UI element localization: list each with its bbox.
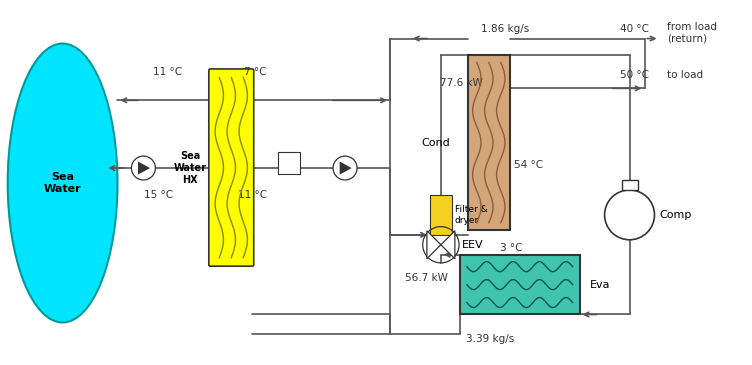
Text: 1.86 kg/s: 1.86 kg/s (481, 24, 529, 34)
Ellipse shape (8, 43, 117, 322)
Bar (468, 55, 510, 230)
Text: Sea
Water
HX: Sea Water HX (174, 151, 207, 185)
Circle shape (132, 156, 156, 180)
Polygon shape (138, 161, 150, 174)
Polygon shape (340, 161, 352, 174)
Bar (430, 195, 452, 235)
Text: Filter &
dryer: Filter & dryer (455, 205, 487, 224)
Bar (459, 255, 580, 315)
Text: 50 °C: 50 °C (620, 70, 648, 80)
Polygon shape (441, 231, 455, 259)
Text: 40 °C: 40 °C (620, 24, 648, 34)
Text: Sea
Water: Sea Water (44, 172, 81, 194)
Text: 11 °C: 11 °C (238, 190, 267, 200)
FancyBboxPatch shape (209, 69, 253, 266)
Text: 15 °C: 15 °C (144, 190, 173, 200)
Text: 7 °C: 7 °C (244, 68, 266, 77)
Bar (278, 152, 300, 174)
Text: 77.6 kW: 77.6 kW (440, 78, 483, 88)
Bar (622, 180, 638, 190)
Polygon shape (427, 231, 441, 259)
Text: 56.7 kW: 56.7 kW (405, 273, 448, 283)
Text: 3 °C: 3 °C (500, 243, 523, 253)
Text: 54 °C: 54 °C (514, 160, 543, 170)
Text: Comp: Comp (660, 210, 692, 220)
Text: 3.39 kg/s: 3.39 kg/s (465, 334, 514, 345)
Text: EEV: EEV (462, 240, 484, 250)
Circle shape (333, 156, 357, 180)
Text: Eva: Eva (590, 280, 610, 289)
Text: to load: to load (668, 70, 704, 80)
Text: 11 °C: 11 °C (153, 68, 182, 77)
Circle shape (605, 190, 654, 240)
Text: Cond: Cond (421, 138, 450, 148)
Text: from load
(return): from load (return) (668, 22, 717, 43)
